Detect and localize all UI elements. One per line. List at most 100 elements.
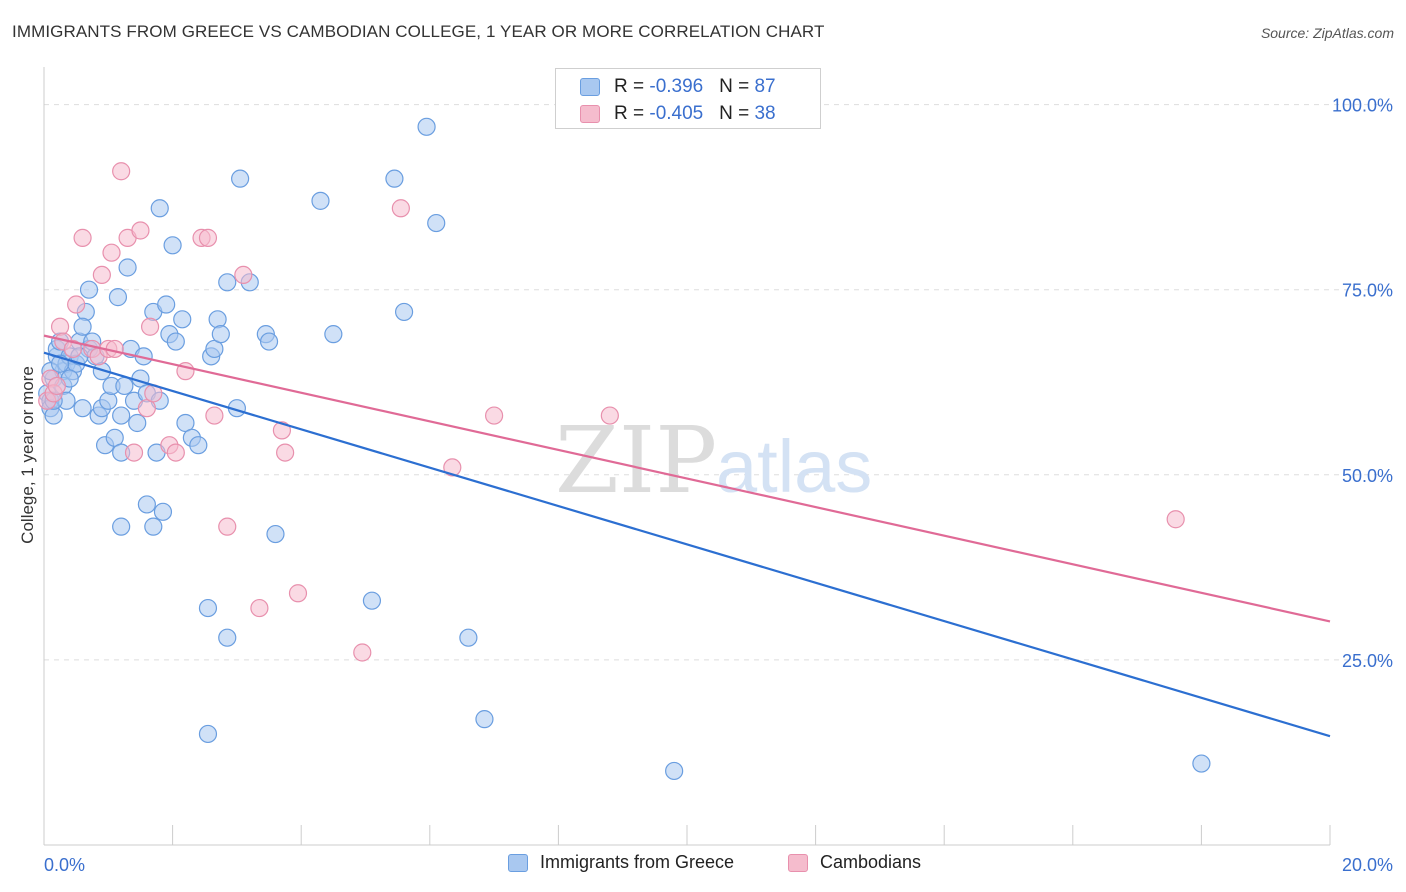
data-point	[128, 413, 147, 433]
x-tick-label: 0.0%	[44, 855, 85, 875]
legend-text: R = -0.396 N = 87	[614, 76, 776, 98]
data-point	[63, 339, 83, 359]
n-label: N =	[719, 103, 755, 124]
correlation-legend: R = -0.396 N = 87 R = -0.405 N = 38	[555, 68, 821, 129]
data-point	[459, 628, 478, 647]
data-point	[362, 591, 382, 610]
watermark: ZIP atlas	[555, 407, 872, 514]
legend-text: R = -0.405 N = 38	[614, 103, 776, 125]
data-point	[288, 584, 308, 603]
x-tick-label: 20.0%	[1342, 855, 1393, 875]
legend-swatch-pink	[580, 105, 600, 123]
data-point	[112, 162, 131, 181]
y-tick-label: 25.0%	[1342, 651, 1393, 671]
trend-line	[43, 351, 1331, 738]
data-point	[166, 332, 185, 351]
series-immigrants-from-greece-points	[38, 117, 1211, 781]
data-point	[211, 325, 230, 344]
data-point	[250, 598, 269, 618]
data-point	[234, 265, 253, 285]
data-point	[1166, 510, 1185, 529]
data-point	[427, 213, 446, 233]
r-value: -0.405	[649, 103, 704, 124]
data-point	[189, 436, 208, 455]
data-point	[73, 399, 92, 418]
data-point	[73, 317, 92, 336]
data-point	[50, 317, 70, 336]
r-value: -0.396	[649, 76, 704, 97]
data-point	[108, 288, 128, 307]
data-point	[385, 169, 404, 188]
data-point	[131, 221, 150, 240]
bottom-legend-swatch-pink	[788, 854, 808, 872]
bottom-legend-swatch-blue	[508, 854, 528, 872]
data-point	[79, 280, 99, 299]
data-point	[1192, 754, 1211, 773]
data-point	[208, 310, 227, 329]
legend-swatch-blue	[580, 78, 600, 96]
series-cambodians-points	[38, 162, 1185, 662]
trend-lines	[43, 334, 1331, 738]
source-credit: Source: ZipAtlas.com	[1260, 25, 1394, 41]
data-point	[124, 443, 144, 462]
data-point	[353, 643, 372, 662]
data-point	[173, 310, 192, 329]
data-point	[475, 710, 494, 729]
axes	[43, 67, 1331, 846]
tick-labels: 25.0% 50.0% 75.0% 100.0% 0.0% 20.0%	[44, 96, 1393, 875]
data-point	[198, 228, 218, 247]
y-tick-label: 100.0%	[1332, 96, 1393, 116]
data-point	[92, 265, 111, 285]
data-point	[417, 117, 436, 136]
bottom-legend-label: Immigrants from Greece	[540, 852, 735, 872]
data-point	[157, 295, 176, 314]
data-point	[47, 376, 66, 396]
data-point	[443, 458, 462, 477]
data-point	[259, 332, 279, 351]
data-point	[137, 495, 156, 514]
data-point	[163, 236, 182, 255]
y-tick-label: 50.0%	[1342, 466, 1393, 486]
data-point	[324, 325, 343, 344]
data-point	[218, 628, 237, 647]
data-point	[218, 273, 237, 292]
data-point	[272, 421, 292, 440]
n-value: 87	[754, 76, 776, 97]
n-value: 38	[754, 103, 776, 124]
r-label: R =	[614, 76, 650, 97]
data-point	[118, 258, 137, 277]
data-point	[391, 199, 410, 218]
data-point	[73, 228, 92, 247]
watermark-zip: ZIP	[555, 407, 717, 514]
r-label: R =	[614, 103, 650, 124]
data-point	[205, 406, 224, 425]
data-point	[153, 502, 173, 521]
y-tick-label: 75.0%	[1342, 281, 1393, 301]
data-point	[115, 376, 134, 396]
data-point	[311, 191, 330, 210]
data-point	[67, 295, 86, 314]
data-point	[218, 517, 237, 536]
data-point	[394, 302, 414, 322]
data-point	[485, 406, 504, 425]
data-point	[600, 406, 619, 425]
data-point	[231, 169, 250, 188]
data-point	[99, 391, 118, 410]
chart-title: IMMIGRANTS FROM GREECE VS CAMBODIAN COLL…	[12, 22, 825, 41]
bottom-legend-label: Cambodians	[820, 852, 922, 872]
grid-lines	[44, 104, 1392, 661]
data-point	[102, 243, 121, 262]
data-point	[140, 317, 160, 336]
data-point	[166, 443, 185, 462]
data-point	[198, 724, 218, 744]
watermark-atlas: atlas	[716, 425, 872, 508]
data-point	[266, 524, 285, 544]
n-label: N =	[719, 76, 755, 97]
data-point	[665, 761, 684, 781]
data-point	[144, 517, 163, 536]
data-point	[112, 406, 131, 425]
data-point	[150, 199, 169, 218]
data-point	[276, 443, 295, 462]
trend-line	[43, 334, 1331, 623]
